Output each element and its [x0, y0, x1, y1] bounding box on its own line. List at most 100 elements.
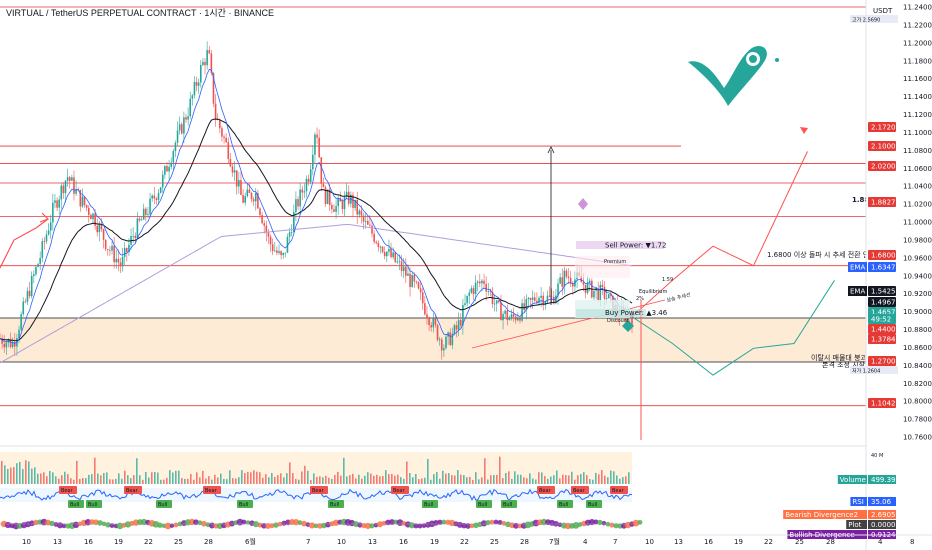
oscillator-dot [332, 519, 340, 526]
candle-body [257, 193, 259, 209]
oscillator-dot [469, 523, 475, 529]
equilibrium-label: Equilibrium [639, 289, 667, 295]
candle-body [206, 50, 208, 66]
candle-body [286, 236, 289, 253]
candle-body [474, 282, 477, 295]
volume-bar [406, 461, 408, 484]
candle-body [358, 210, 361, 215]
price-tag-label: 2.0200 [871, 163, 896, 171]
currency-label: USDT [873, 7, 893, 15]
volume-bar [307, 470, 309, 484]
candle-body [197, 82, 200, 86]
volume-bar [382, 476, 384, 484]
time-axis-tick: 25 [490, 538, 499, 546]
candle-body [33, 274, 35, 276]
volume-bar [142, 479, 144, 484]
volume-bar [502, 478, 504, 484]
oscillator-dot [433, 520, 439, 526]
candle-body [164, 166, 166, 175]
oscillator-dot [265, 523, 271, 529]
indicator-tag-name-label: RSI [852, 498, 863, 506]
time-axis-tick: 16 [704, 538, 713, 546]
volume-bar [538, 472, 540, 484]
volume-bar [205, 478, 207, 484]
oscillator-dot [593, 519, 599, 525]
early-trend-arrow-head [39, 212, 50, 223]
right-axis-tick: 10.9200 [903, 290, 932, 298]
bearish-projection-path [631, 280, 835, 376]
volume-bar [343, 457, 345, 484]
candle-body [440, 339, 443, 351]
candle-body [20, 314, 22, 330]
volume-bar [454, 475, 456, 484]
volume-bar [175, 470, 177, 484]
candle-body [572, 283, 574, 287]
time-axis-tick: 13 [368, 538, 377, 546]
volume-bar [403, 478, 405, 484]
price-tag-label: 2.1000 [871, 143, 896, 151]
candle-body [390, 248, 392, 258]
volume-bar [460, 474, 462, 484]
volume-bar [286, 473, 288, 484]
bullish-projection-arrow [800, 127, 808, 134]
candle-body [601, 284, 604, 287]
right-axis-tick: 11.0400 [903, 183, 932, 191]
price-tag-label: 1.5425 [871, 288, 896, 296]
volume-bar [217, 477, 219, 484]
volume-scale-label: 40 M [871, 453, 883, 459]
premium-zone [575, 256, 630, 278]
candle-body [174, 142, 177, 152]
volume-bar [316, 476, 318, 484]
volume-bar [247, 471, 249, 484]
bull-badge [68, 500, 84, 508]
candle-body [214, 103, 217, 119]
volume-bar [481, 477, 483, 484]
candle-body [123, 248, 126, 257]
right-axis-tick: 10.9600 [903, 254, 932, 262]
time-axis-tick: 10 [22, 538, 31, 546]
right-axis-tick: 11.1000 [903, 129, 932, 137]
bear-badge-label: Bear [312, 488, 325, 494]
candle-body [593, 290, 595, 298]
indicator-tag-name-label: Plot [848, 521, 861, 529]
volume-bar [541, 472, 543, 484]
volume-bar [136, 458, 138, 484]
right-axis-panel [866, 0, 932, 550]
candle-body [18, 329, 20, 339]
volume-bar [4, 465, 6, 484]
bear-badge [203, 486, 221, 494]
price-tag [868, 356, 896, 366]
volume-bar [463, 475, 465, 484]
candle-body [445, 336, 447, 349]
candle-body [187, 116, 189, 120]
volume-bar [151, 472, 153, 484]
right-axis-tick: 11.2200 [903, 21, 932, 29]
candle-body [360, 210, 363, 216]
volume-bar [385, 470, 387, 484]
volume-bar [319, 476, 321, 484]
candle-body [62, 185, 65, 194]
candle-body [77, 189, 80, 190]
candle-body [3, 343, 6, 348]
oscillator-dot [193, 519, 199, 526]
bear-badge-label: Bear [393, 488, 406, 494]
oscillator-dot [413, 523, 419, 529]
time-axis-tick: 10 [337, 538, 346, 546]
candle-body [402, 266, 405, 272]
volume-bar [244, 473, 246, 484]
candle-body [519, 318, 521, 321]
volume-bar [49, 470, 51, 484]
time-axis-tick: 19 [114, 538, 123, 546]
candle-body [37, 263, 39, 267]
low-label: 저가 1.2604 [852, 368, 880, 375]
candle-body [117, 258, 120, 263]
volume-bar [325, 475, 327, 484]
volume-bar [262, 477, 264, 484]
volume-bar [277, 475, 279, 484]
candle-body [364, 220, 367, 222]
candle-body [485, 283, 487, 292]
time-axis-tick: 19 [734, 538, 743, 546]
bull-badge-label: Bull [330, 502, 339, 508]
candle-body [180, 124, 183, 134]
